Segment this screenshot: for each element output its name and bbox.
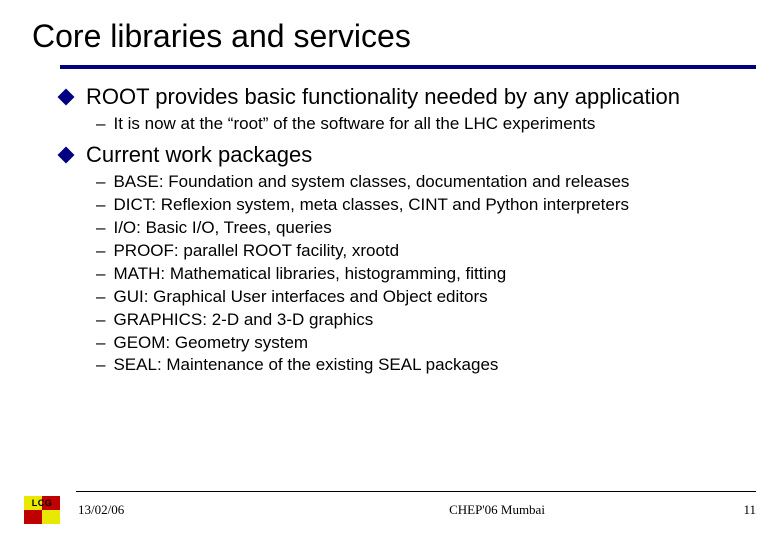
footer-row: LCG 13/02/06 CHEP'06 Mumbai 11 xyxy=(24,496,756,524)
sub-text: GEOM: Geometry system xyxy=(113,332,308,355)
sub-item: –PROOF: parallel ROOT facility, xrootd xyxy=(96,240,756,263)
footer-page-number: 11 xyxy=(716,502,756,518)
sub-text: DICT: Reflexion system, meta classes, CI… xyxy=(113,194,629,217)
sub-list: – It is now at the “root” of the softwar… xyxy=(96,113,756,136)
dash-icon: – xyxy=(96,240,105,263)
sub-text: MATH: Mathematical libraries, histogramm… xyxy=(113,263,506,286)
sub-item: –I/O: Basic I/O, Trees, queries xyxy=(96,217,756,240)
sub-item: –SEAL: Maintenance of the existing SEAL … xyxy=(96,354,756,377)
sub-item: –BASE: Foundation and system classes, do… xyxy=(96,171,756,194)
sub-text: GRAPHICS: 2-D and 3-D graphics xyxy=(113,309,373,332)
dash-icon: – xyxy=(96,217,105,240)
sub-text: It is now at the “root” of the software … xyxy=(113,113,595,136)
sub-item: –DICT: Reflexion system, meta classes, C… xyxy=(96,194,756,217)
sub-item: – It is now at the “root” of the softwar… xyxy=(96,113,756,136)
diamond-icon xyxy=(58,147,75,164)
sub-list: –BASE: Foundation and system classes, do… xyxy=(96,171,756,377)
dash-icon: – xyxy=(96,309,105,332)
sub-item: –GEOM: Geometry system xyxy=(96,332,756,355)
sub-text: SEAL: Maintenance of the existing SEAL p… xyxy=(113,354,498,377)
bullet-item: ROOT provides basic functionality needed… xyxy=(60,83,756,111)
footer-date: 13/02/06 xyxy=(78,502,278,518)
bullet-text: Current work packages xyxy=(86,141,312,169)
sub-item: –MATH: Mathematical libraries, histogram… xyxy=(96,263,756,286)
dash-icon: – xyxy=(96,286,105,309)
footer-rule xyxy=(76,491,756,492)
dash-icon: – xyxy=(96,171,105,194)
sub-text: BASE: Foundation and system classes, doc… xyxy=(113,171,629,194)
title-rule xyxy=(60,65,756,69)
sub-text: I/O: Basic I/O, Trees, queries xyxy=(113,217,331,240)
diamond-icon xyxy=(58,89,75,106)
sub-text: GUI: Graphical User interfaces and Objec… xyxy=(113,286,487,309)
slide-title: Core libraries and services xyxy=(32,18,756,55)
slide: Core libraries and services ROOT provide… xyxy=(0,0,780,540)
dash-icon: – xyxy=(96,194,105,217)
dash-icon: – xyxy=(96,113,105,136)
dash-icon: – xyxy=(96,332,105,355)
bullet-text: ROOT provides basic functionality needed… xyxy=(86,83,680,111)
sub-item: –GUI: Graphical User interfaces and Obje… xyxy=(96,286,756,309)
sub-item: –GRAPHICS: 2-D and 3-D graphics xyxy=(96,309,756,332)
lcg-logo: LCG xyxy=(24,496,60,524)
logo-text: LCG xyxy=(24,498,60,508)
footer-center: CHEP'06 Mumbai xyxy=(278,502,716,518)
bullet-item: Current work packages xyxy=(60,141,756,169)
footer: LCG 13/02/06 CHEP'06 Mumbai 11 xyxy=(24,491,756,524)
slide-content: ROOT provides basic functionality needed… xyxy=(60,83,756,377)
dash-icon: – xyxy=(96,263,105,286)
dash-icon: – xyxy=(96,354,105,377)
sub-text: PROOF: parallel ROOT facility, xrootd xyxy=(113,240,399,263)
